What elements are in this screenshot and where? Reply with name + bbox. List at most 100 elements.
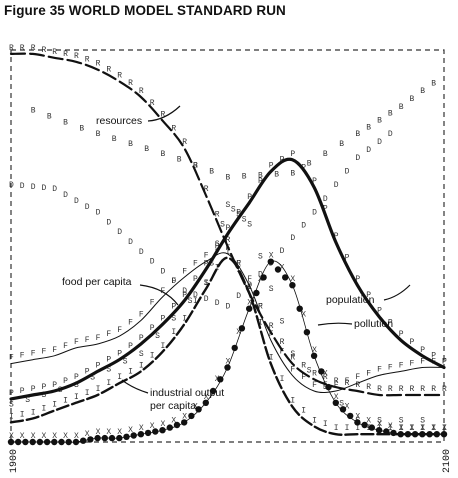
marker-pollution: X xyxy=(410,424,415,433)
marker-industrial-output-per-capita: I xyxy=(182,314,187,323)
marker-pollution: X xyxy=(431,424,436,433)
marker-population: P xyxy=(85,367,90,376)
marker-population: P xyxy=(399,330,404,339)
series-point-pollution xyxy=(310,352,318,359)
marker-industrial-output-per-capita: I xyxy=(20,410,25,419)
marker-population: P xyxy=(269,162,274,171)
marker-trace-2: S xyxy=(307,366,312,375)
marker-industrial-output-per-capita: I xyxy=(204,279,209,288)
series-point-pollution xyxy=(181,419,188,426)
series-point-pollution xyxy=(101,434,109,442)
marker-pollution: X xyxy=(74,432,79,441)
marker-trace-0: B xyxy=(388,110,393,119)
marker-population: P xyxy=(31,385,36,394)
series-line-pollution xyxy=(10,260,445,443)
marker-trace-0: B xyxy=(366,123,371,132)
marker-population: P xyxy=(9,389,14,398)
marker-trace-2: S xyxy=(42,391,47,400)
marker-population: P xyxy=(150,324,155,333)
marker-pollution: X xyxy=(323,369,328,378)
series-point-pollution xyxy=(375,427,383,434)
marker-trace-0: B xyxy=(177,156,182,165)
series-point-pollution xyxy=(22,438,29,446)
marker-trace-0: B xyxy=(377,117,382,126)
marker-food-per-capita: F xyxy=(139,311,144,320)
series-point-pollution xyxy=(419,431,426,438)
marker-resources: R xyxy=(204,185,209,194)
marker-industrial-output-per-capita: I xyxy=(139,361,144,370)
series-point-pollution xyxy=(253,289,260,297)
series-point-pollution xyxy=(267,258,274,265)
marker-population: P xyxy=(20,387,25,396)
series-point-pollution xyxy=(65,438,72,446)
marker-resources: R xyxy=(31,44,36,53)
marker-trace-1: D xyxy=(106,218,111,227)
marker-resources: R xyxy=(215,211,220,220)
marker-resources: R xyxy=(20,44,25,53)
marker-resources: R xyxy=(258,303,263,312)
marker-population: P xyxy=(323,205,328,214)
marker-pollution: X xyxy=(42,432,47,441)
marker-resources: R xyxy=(9,44,14,53)
marker-pollution: X xyxy=(377,420,382,429)
plot-frame xyxy=(10,49,445,443)
marker-trace-2: S xyxy=(74,381,79,390)
marker-population: P xyxy=(182,291,187,300)
marker-trace-0: B xyxy=(355,130,360,139)
marker-resources: R xyxy=(312,369,317,378)
marker-trace-1: D xyxy=(31,183,36,192)
marker-trace-1: D xyxy=(74,197,79,206)
marker-pollution: X xyxy=(280,263,285,272)
marker-population: P xyxy=(215,242,220,251)
marker-trace-2: S xyxy=(209,260,214,269)
marker-industrial-output-per-capita: I xyxy=(31,409,36,418)
marker-population: P xyxy=(290,150,295,159)
marker-trace-1: D xyxy=(226,303,231,312)
marker-industrial-output-per-capita: I xyxy=(280,375,285,384)
marker-trace-0: B xyxy=(31,107,36,116)
marker-trace-1: D xyxy=(96,209,101,218)
marker-resources: R xyxy=(52,48,57,57)
series-point-pollution xyxy=(159,427,166,434)
marker-resources: R xyxy=(161,111,166,120)
marker-industrial-output-per-capita: I xyxy=(74,393,79,402)
series-point-pollution xyxy=(347,412,354,420)
marker-trace-0: B xyxy=(431,79,436,88)
marker-population: P xyxy=(355,275,360,284)
marker-trace-1: D xyxy=(171,277,176,286)
marker-pollution: X xyxy=(226,358,231,367)
marker-population: P xyxy=(258,177,263,186)
marker-trace-2: S xyxy=(188,297,193,306)
marker-trace-0: B xyxy=(47,113,52,122)
marker-trace-1: D xyxy=(193,291,198,300)
marker-trace-2: S xyxy=(90,373,95,382)
marker-resources: R xyxy=(106,66,111,75)
marker-resources: R xyxy=(226,236,231,245)
marker-population: P xyxy=(442,358,447,367)
marker-industrial-output-per-capita: I xyxy=(399,424,404,433)
resources-label: resources xyxy=(96,115,142,127)
marker-food-per-capita: F xyxy=(182,267,187,276)
series-point-pollution xyxy=(231,344,238,352)
marker-pollution: X xyxy=(345,403,350,412)
marker-population: P xyxy=(42,383,47,392)
marker-trace-2: S xyxy=(231,206,236,215)
series-line-industrial-output-per-capita xyxy=(9,256,446,436)
food-per-capita-arrow xyxy=(139,284,179,306)
marker-industrial-output-per-capita: I xyxy=(9,412,14,421)
marker-trace-0: B xyxy=(274,170,279,179)
marker-population: P xyxy=(74,373,79,382)
marker-trace-2: S xyxy=(258,253,263,262)
marker-trace-1: D xyxy=(52,185,57,194)
marker-trace-1: D xyxy=(182,287,187,296)
marker-trace-2: S xyxy=(339,400,344,409)
marker-pollution: X xyxy=(9,432,14,441)
marker-resources: R xyxy=(139,87,144,96)
marker-pollution: X xyxy=(366,416,371,425)
marker-industrial-output-per-capita: I xyxy=(420,424,425,433)
series-point-pollution xyxy=(36,438,44,446)
population-label: population xyxy=(326,294,375,306)
marker-population: P xyxy=(226,224,231,233)
series-point-pollution xyxy=(29,438,36,446)
marker-trace-0: B xyxy=(307,160,312,169)
